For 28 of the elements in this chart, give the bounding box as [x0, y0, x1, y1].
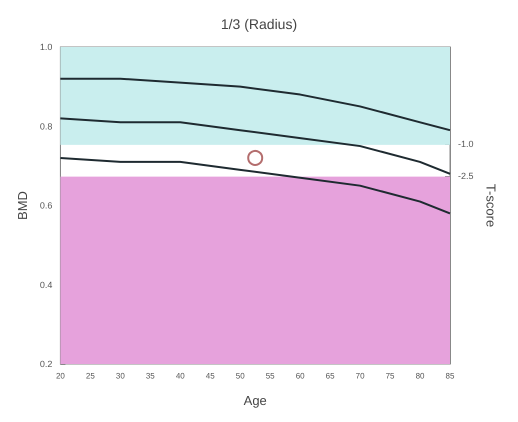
y2-tick-label: -1.0 [458, 139, 474, 150]
x-tick-label: 55 [266, 372, 276, 380]
x-tick-label: 20 [56, 372, 66, 380]
x-tick-label: 75 [386, 372, 396, 380]
x-axis-title: Age [244, 393, 267, 408]
x-tick-label: 60 [296, 372, 306, 380]
y2-axis-title: T-score [483, 184, 498, 228]
x-tick-label: 85 [446, 372, 455, 380]
x-tick-label: 50 [236, 372, 246, 380]
x-tick-label: 80 [416, 372, 426, 380]
line-series [59, 117, 451, 175]
x-tick-label: 65 [326, 372, 336, 380]
y-tick-label: 0.6 [40, 200, 52, 210]
y2-tick-label: -2.5 [458, 170, 474, 181]
x-tick-label: 30 [116, 372, 126, 380]
line-series [59, 156, 451, 214]
y-axis-title: BMD [15, 191, 30, 220]
x-tick-label: 70 [356, 372, 366, 380]
y-tick-label: 0.4 [40, 280, 52, 290]
y-tick-label: 0.2 [40, 359, 52, 369]
x-tick-label: 45 [206, 372, 216, 380]
x-tick-label: 35 [146, 372, 156, 380]
y-tick-label: 1.0 [40, 42, 52, 52]
y-tick-label: 0.8 [40, 121, 52, 132]
x-tick-label: 40 [176, 372, 186, 380]
x-tick-label: 25 [86, 372, 96, 380]
line-series [59, 78, 451, 132]
chart-title: 1/3 (Radius) [220, 16, 298, 32]
